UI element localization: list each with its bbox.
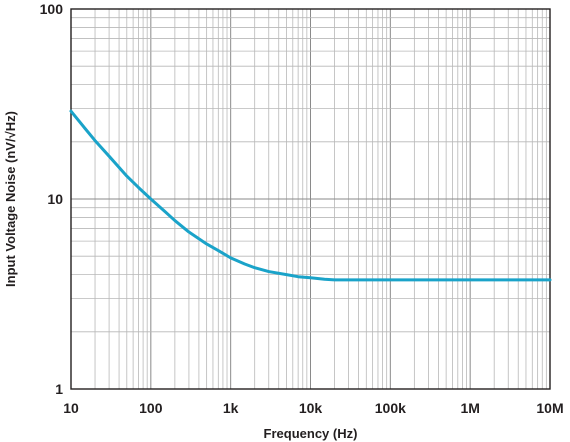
x-tick-labels: 10 100 1k 10k 100k 1M 10M <box>63 400 563 416</box>
x-tick-label: 100 <box>139 400 163 416</box>
noise-series-line <box>69 109 552 282</box>
y-axis-title: Input Voltage Noise (nV/√Hz) <box>3 111 18 287</box>
x-tick-label: 10M <box>536 400 563 416</box>
y-tick-label: 100 <box>40 1 64 17</box>
x-tick-label: 1M <box>460 400 479 416</box>
y-tick-labels: 1 10 100 <box>40 1 64 397</box>
x-tick-label: 10k <box>299 400 323 416</box>
y-tick-label: 1 <box>55 381 63 397</box>
x-tick-label: 10 <box>63 400 79 416</box>
plot-frame <box>70 8 551 390</box>
series-layer <box>69 109 552 282</box>
grid <box>70 9 550 390</box>
x-tick-label: 100k <box>375 400 406 416</box>
y-tick-label: 10 <box>47 191 63 207</box>
x-tick-label: 1k <box>223 400 239 416</box>
x-axis-title: Frequency (Hz) <box>264 426 358 441</box>
